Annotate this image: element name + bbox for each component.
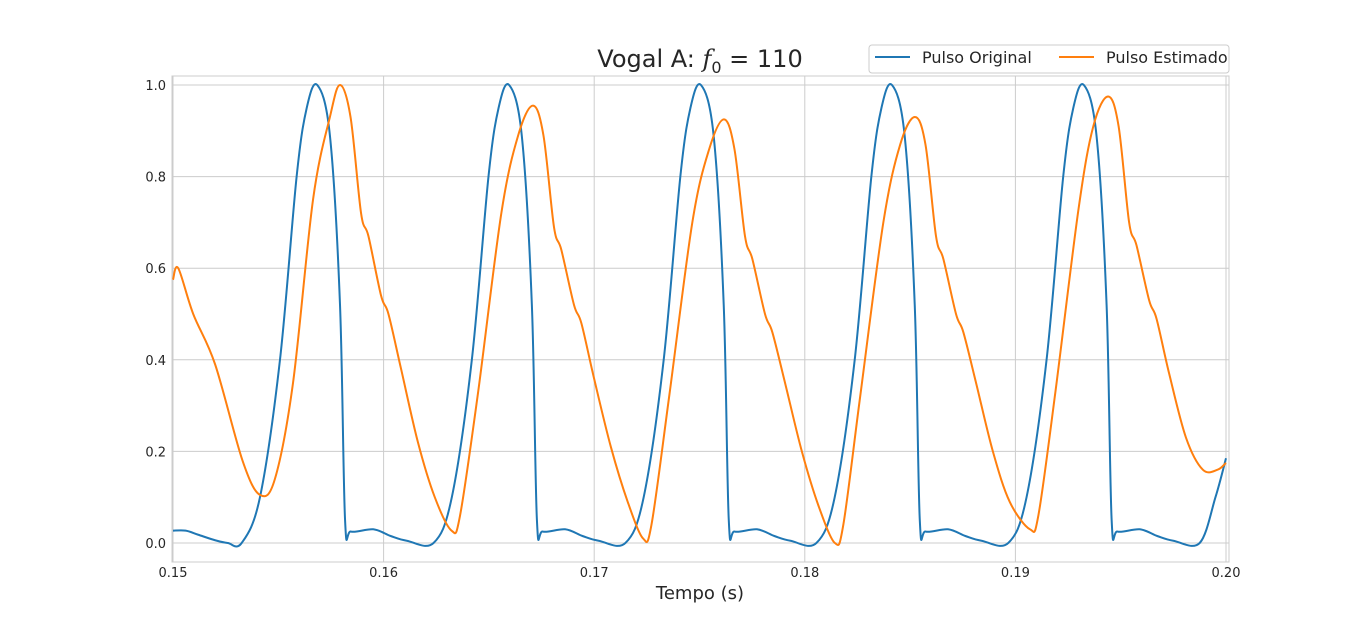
y-tick-label: 0.0 <box>145 537 166 552</box>
tick-labels: 0.15 0.16 0.17 0.18 0.19 0.20 0.0 0.2 0.4 0.6 0.8 1… <box>145 79 1240 581</box>
series-line-pulso-original <box>172 83 1227 548</box>
x-tick-label: 0.20 <box>1212 566 1241 581</box>
x-tick-label: 0.16 <box>369 566 398 581</box>
x-tick-label: 0.15 <box>159 566 188 581</box>
y-tick-label: 0.6 <box>145 262 166 277</box>
y-tick-label: 0.4 <box>145 354 166 369</box>
y-tick-label: 1.0 <box>145 79 166 94</box>
plot-frame <box>171 75 1230 563</box>
x-tick-label: 0.19 <box>1001 566 1030 581</box>
legend-label-original: Pulso Original <box>922 48 1032 67</box>
legend-box <box>868 44 1230 74</box>
x-tick-label: 0.18 <box>790 566 819 581</box>
legend: Pulso Original Pulso Estimado <box>868 44 1230 74</box>
grid <box>172 76 1229 562</box>
y-tick-label: 0.2 <box>145 445 166 460</box>
legend-label-estimado: Pulso Estimado <box>1106 48 1228 67</box>
series-line-pulso-estimado <box>172 84 1227 546</box>
series-lines <box>172 83 1227 548</box>
chart-title: Vogal A: f0 = 110 <box>597 45 802 77</box>
x-tick-label: 0.17 <box>580 566 609 581</box>
y-tick-label: 0.8 <box>145 171 166 186</box>
x-axis-label: Tempo (s) <box>655 583 744 604</box>
